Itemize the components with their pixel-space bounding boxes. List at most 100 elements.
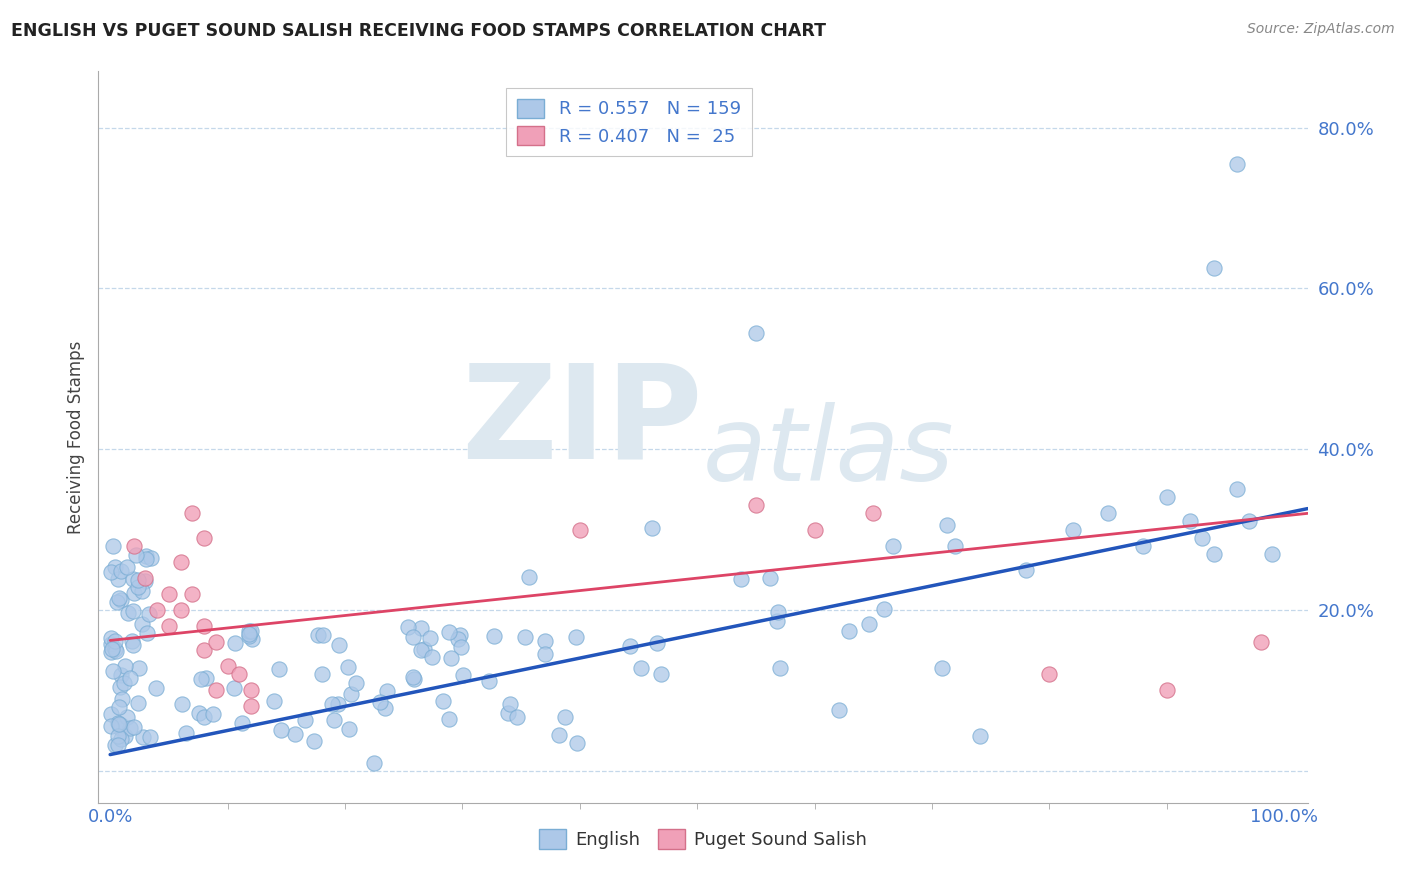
Point [104, 560, 127, 574]
Point [1226, 157, 1249, 171]
Point [1191, 531, 1213, 545]
Point [437, 624, 460, 639]
Point [222, 681, 245, 695]
Point [228, 667, 250, 681]
Point [337, 722, 360, 736]
Point [217, 659, 239, 673]
Point [515, 630, 537, 644]
Point [411, 621, 433, 635]
Point [411, 642, 433, 657]
Point [238, 629, 260, 643]
Point [1156, 491, 1178, 505]
Point [402, 672, 425, 686]
Point [100, 631, 122, 645]
Point [363, 756, 385, 770]
Point [882, 539, 904, 553]
Point [139, 730, 162, 744]
Point [873, 602, 896, 616]
Point [231, 716, 253, 731]
Point [135, 549, 157, 563]
Point [496, 706, 519, 720]
Point [478, 674, 501, 689]
Point [121, 634, 143, 648]
Point [322, 714, 344, 728]
Point [420, 650, 443, 665]
Y-axis label: Receiving Food Stamps: Receiving Food Stamps [66, 341, 84, 533]
Point [240, 699, 263, 714]
Point [1132, 539, 1154, 553]
Point [132, 730, 155, 744]
Point [304, 733, 326, 747]
Point [110, 565, 132, 579]
Point [114, 659, 136, 673]
Point [193, 619, 215, 633]
Point [506, 709, 529, 723]
Point [402, 631, 425, 645]
Point [204, 683, 226, 698]
Point [337, 660, 360, 674]
Point [117, 709, 139, 723]
Legend: English, Puget Sound Salish: English, Puget Sound Salish [531, 822, 875, 856]
Point [105, 595, 128, 609]
Point [145, 681, 167, 695]
Point [157, 619, 180, 633]
Point [112, 676, 135, 690]
Point [565, 735, 588, 749]
Point [108, 717, 131, 731]
Point [107, 729, 129, 743]
Point [110, 592, 132, 607]
Point [619, 639, 641, 653]
Text: atlas: atlas [703, 401, 955, 501]
Point [858, 616, 880, 631]
Point [136, 625, 159, 640]
Point [1202, 547, 1225, 561]
Point [174, 726, 197, 740]
Point [110, 680, 132, 694]
Point [311, 628, 333, 642]
Point [1237, 515, 1260, 529]
Point [193, 531, 215, 545]
Point [1156, 683, 1178, 698]
Text: ZIP: ZIP [461, 359, 703, 486]
Point [100, 637, 122, 651]
Point [547, 728, 569, 742]
Point [157, 587, 180, 601]
Point [224, 636, 246, 650]
Point [138, 607, 160, 622]
Point [134, 574, 156, 588]
Point [101, 641, 124, 656]
Point [768, 661, 790, 675]
Point [101, 539, 124, 553]
Point [134, 571, 156, 585]
Point [117, 606, 139, 620]
Point [128, 661, 150, 675]
Point [127, 574, 149, 588]
Point [498, 697, 520, 711]
Point [1261, 547, 1284, 561]
Point [107, 715, 129, 730]
Point [181, 507, 204, 521]
Point [108, 700, 131, 714]
Point [240, 624, 263, 639]
Point [110, 667, 132, 681]
Point [204, 635, 226, 649]
Point [188, 706, 211, 721]
Point [1038, 667, 1060, 681]
Point [862, 507, 884, 521]
Point [181, 587, 204, 601]
Point [146, 603, 169, 617]
Point [120, 721, 142, 735]
Point [412, 642, 434, 657]
Point [104, 641, 127, 656]
Point [396, 620, 419, 634]
Point [437, 713, 460, 727]
Point [100, 707, 122, 722]
Point [104, 739, 127, 753]
Point [169, 603, 191, 617]
Point [641, 521, 664, 535]
Point [108, 721, 131, 735]
Point [100, 565, 122, 579]
Point [284, 726, 307, 740]
Point [110, 718, 132, 732]
Point [294, 713, 316, 727]
